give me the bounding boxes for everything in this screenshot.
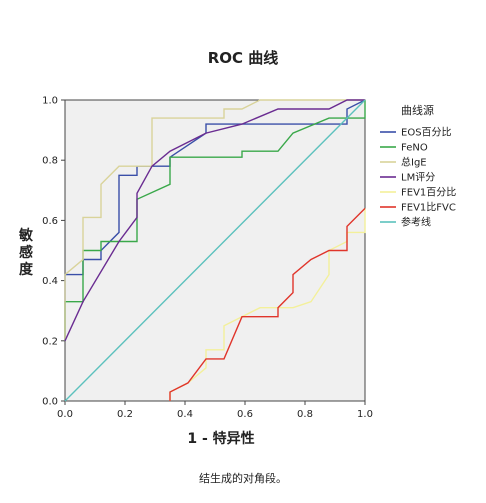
legend-label: FEV1比FVC <box>401 202 456 214</box>
y-tick-label: 0.4 <box>42 276 58 287</box>
y-tick-label: 0.6 <box>42 216 58 227</box>
x-tick-label: 0.4 <box>177 409 193 420</box>
y-tick-label: 1.0 <box>42 96 58 107</box>
y-axis-title-char: 感 <box>19 244 33 261</box>
series-line-1 <box>64 100 366 341</box>
x-tick-label: 0.2 <box>117 409 133 420</box>
series-line-6 <box>64 99 366 402</box>
x-tick-label: 0.6 <box>237 409 253 420</box>
y-axis-title: 敏感度 <box>18 227 34 278</box>
y-axis-title-char: 敏 <box>18 227 34 244</box>
series-layer <box>64 99 366 402</box>
legend-label: 总IgE <box>401 156 427 169</box>
y-tick-label: 0.8 <box>42 156 58 167</box>
legend-label: LM评分 <box>401 172 435 184</box>
series-line-5 <box>169 207 366 401</box>
legend-title: 曲线源 <box>401 103 434 117</box>
legend-label: EOS百分比 <box>401 127 452 139</box>
y-tick-label: 0.2 <box>42 336 58 347</box>
y-tick-label: 0.0 <box>42 397 58 408</box>
y-axis: 0.0 0.2 0.4 0.6 0.8 1.0 <box>42 96 65 408</box>
y-axis-title-char: 度 <box>19 261 34 278</box>
legend-label: FeNO <box>401 143 428 154</box>
x-axis: 0.0 0.2 0.4 0.6 0.8 1.0 <box>57 401 373 420</box>
chart-title: ROC 曲线 <box>208 49 279 67</box>
legend: EOS百分比 FeNO 总IgE LM评分 FEV1百分比 FEV1比FVC 参考线 <box>380 127 456 229</box>
legend-label: 参考线 <box>401 216 431 229</box>
x-axis-title: 1 - 特异性 <box>187 430 254 447</box>
series-line-3 <box>64 99 365 342</box>
x-tick-label: 0.8 <box>297 409 313 420</box>
footnote: 结生成的对角段。 <box>199 471 287 485</box>
legend-label: FEV1百分比 <box>401 187 456 199</box>
x-tick-label: 0.0 <box>57 409 73 420</box>
x-tick-label: 1.0 <box>357 409 373 420</box>
